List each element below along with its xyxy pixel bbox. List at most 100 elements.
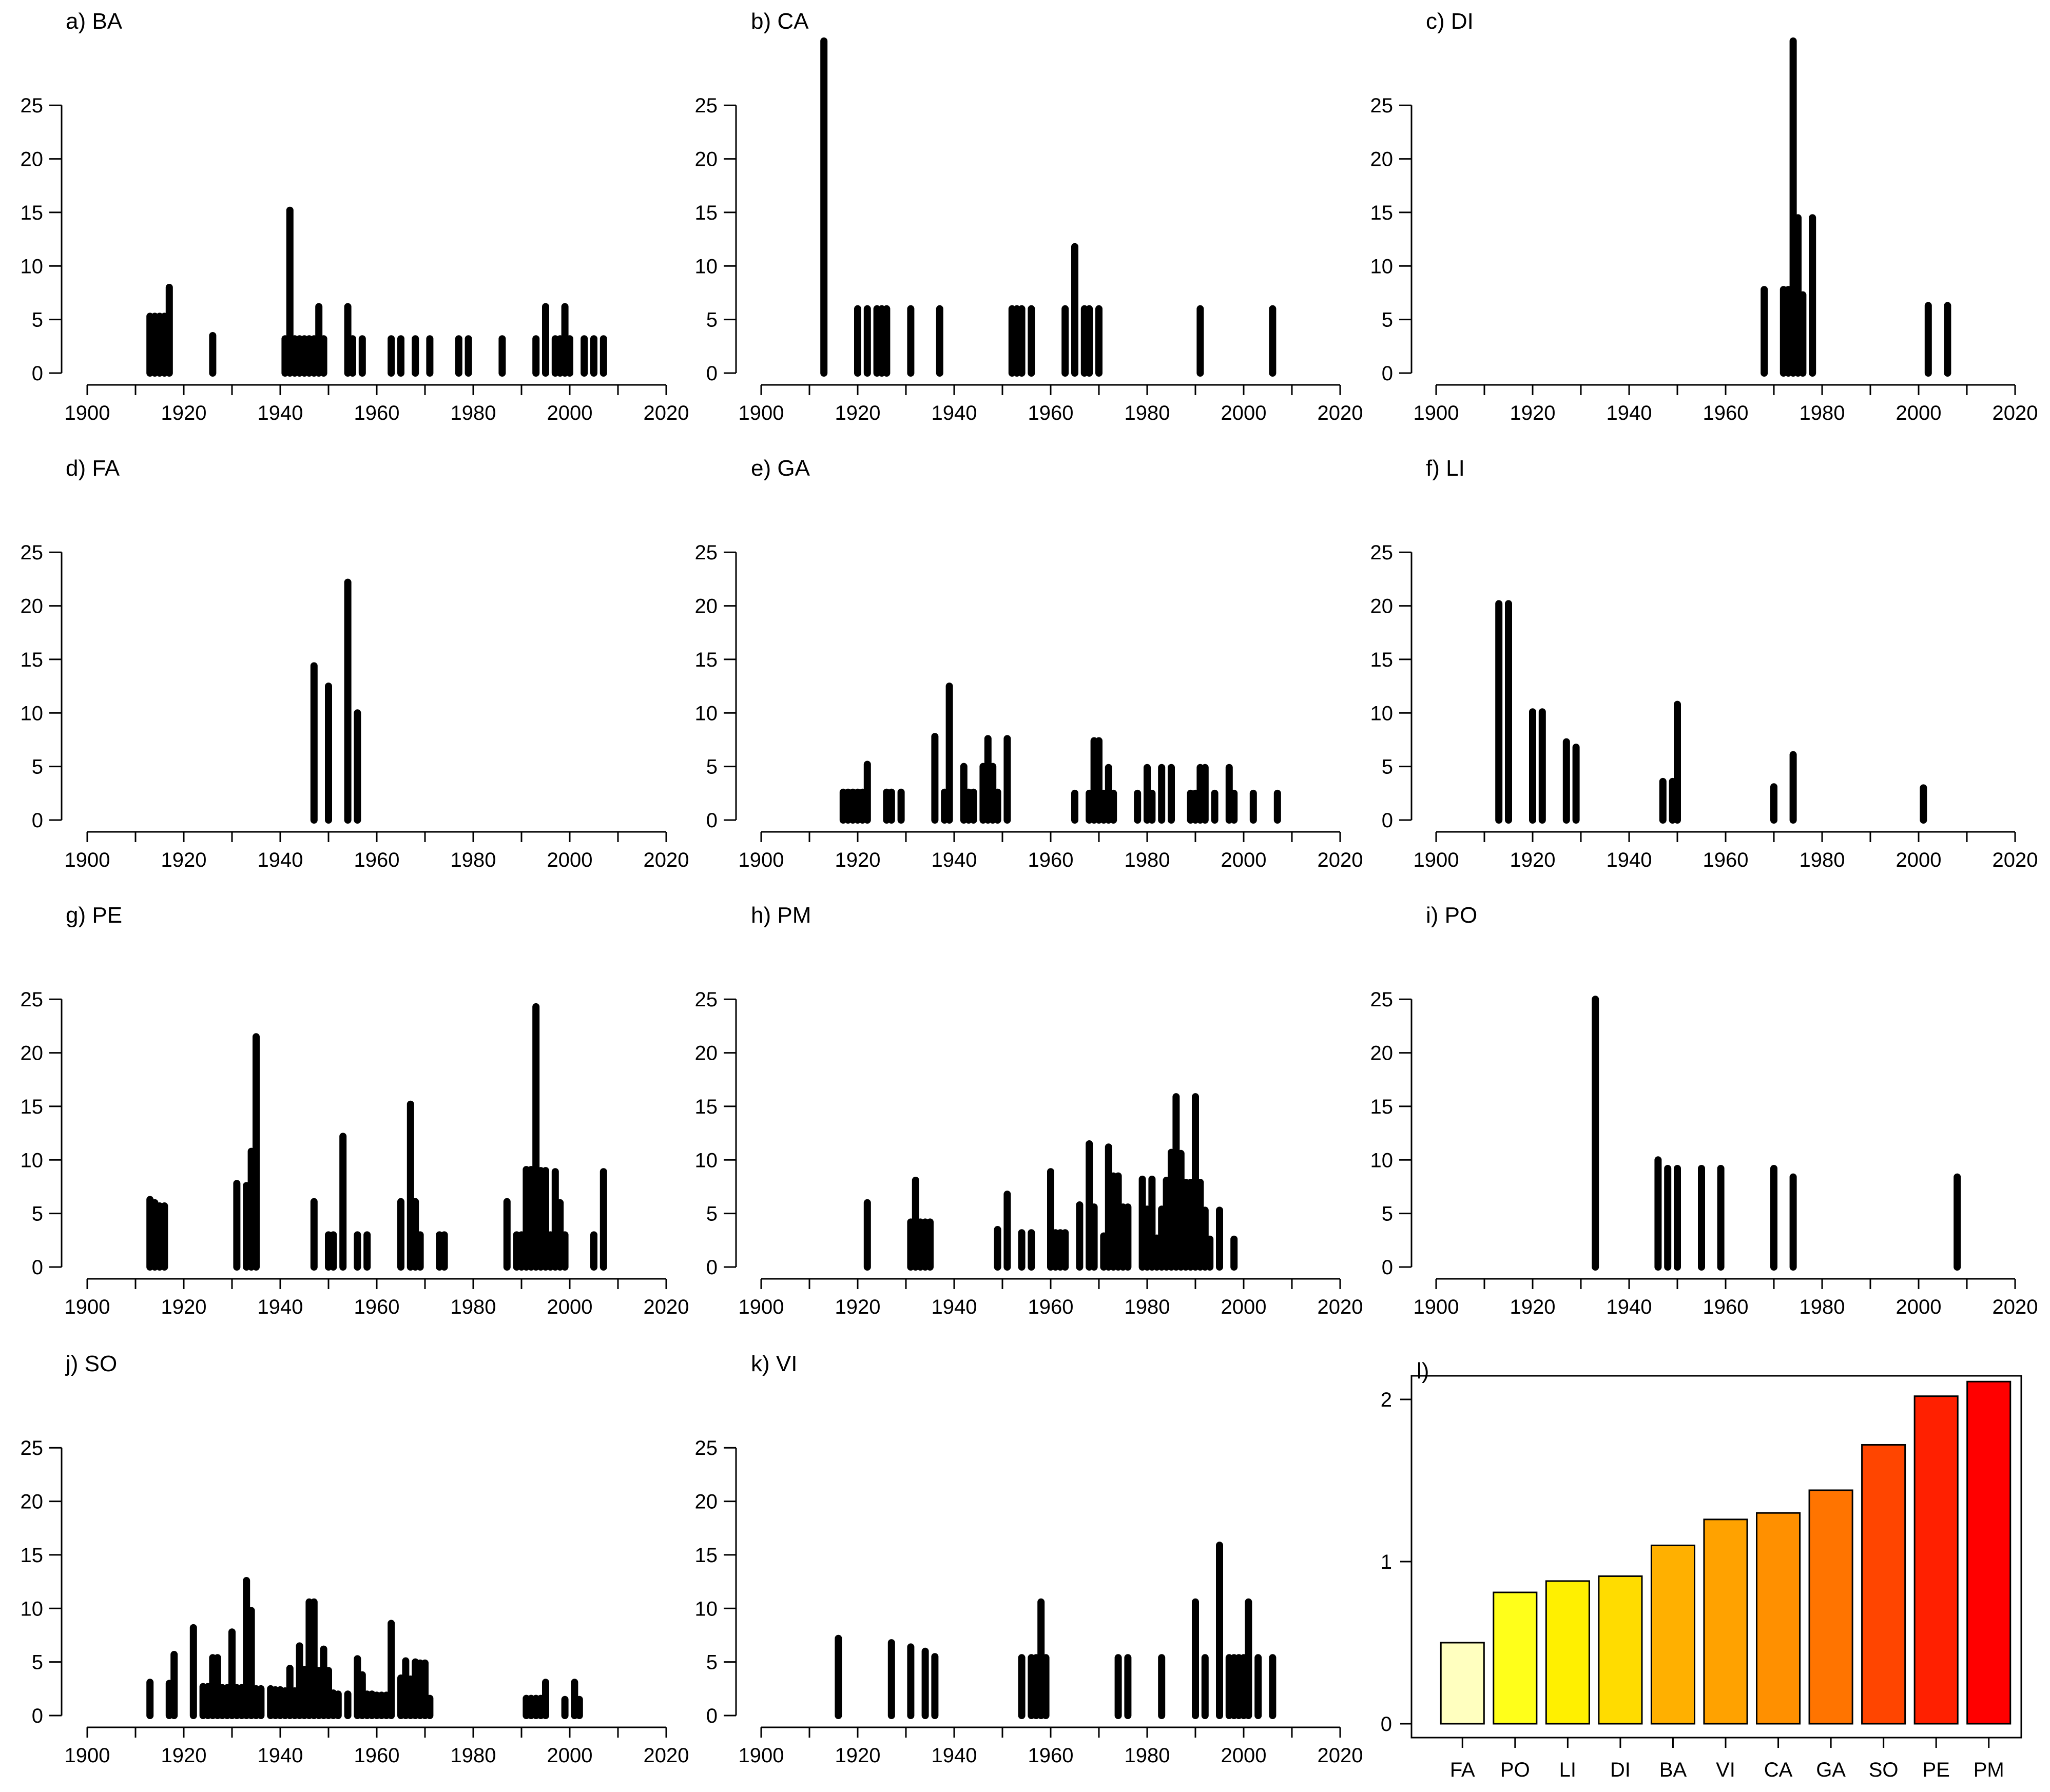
panel-k: k) VI 0 5 10 15 20 25 1900 1920 1940 1960 1980 2000 2…: [695, 1351, 1363, 1767]
category-label: DI: [1610, 1759, 1631, 1781]
y-tick-label: 0: [1382, 1256, 1393, 1279]
y-tick-label: 0: [1381, 1713, 1392, 1736]
x-tick-label: 1960: [1028, 1296, 1074, 1318]
panel-title: c) DI: [1426, 9, 1474, 34]
y-tick-label: 15: [695, 202, 718, 224]
bar-po: [1493, 1591, 1538, 1725]
x-tick-label: 2020: [1993, 1296, 2038, 1318]
y-tick-label: 0: [706, 362, 718, 385]
bar-fa: [1440, 1642, 1485, 1725]
x-tick-label: 2020: [1318, 849, 1363, 871]
y-tick-label: 25: [695, 1437, 718, 1459]
x-tick-label: 1980: [1800, 849, 1845, 871]
x-tick-label: 1920: [835, 1744, 881, 1767]
y-tick-label: 0: [32, 809, 43, 832]
category-label: LI: [1559, 1759, 1576, 1781]
y-tick-label: 10: [21, 702, 44, 725]
y-tick-label: 5: [1382, 756, 1393, 778]
x-tick-label: 1960: [354, 849, 400, 871]
y-tick-label: 10: [1370, 702, 1394, 725]
y-tick-label: 5: [32, 1651, 43, 1674]
x-tick-label: 1940: [258, 849, 303, 871]
y-tick-label: 20: [1370, 148, 1394, 171]
x-tick-label: 1940: [258, 1296, 303, 1318]
x-tick-label: 1920: [835, 1296, 881, 1318]
x-tick-label: 1900: [739, 402, 784, 424]
y-tick-label: 5: [1382, 1203, 1393, 1225]
x-tick-label: 1980: [451, 402, 496, 424]
y-tick-label: 0: [32, 362, 43, 385]
panel-title: g) PE: [66, 903, 122, 928]
panel-g: g) PE 0 5 10 15 20 25 1900 1920 1940 1960 1980 2000 2…: [21, 903, 689, 1318]
x-tick-label: 1940: [1607, 1296, 1652, 1318]
y-tick-label: 10: [1370, 1149, 1394, 1172]
x-tick-label: 1900: [1414, 849, 1459, 871]
x-tick-label: 2020: [1993, 849, 2038, 871]
y-tick-label: 10: [21, 1149, 44, 1172]
panel-title: a) BA: [66, 9, 123, 34]
x-tick-label: 1960: [1703, 402, 1749, 424]
panel-h: h) PM 0 5 10 15 20 25 1900 1920 1940 1960 1980 2000 2…: [695, 903, 1363, 1318]
y-tick-label: 20: [21, 1042, 44, 1065]
panel-title: b) CA: [751, 9, 809, 34]
y-tick-label: 20: [21, 1491, 44, 1513]
y-tick-label: 20: [21, 595, 44, 618]
y-tick-label: 25: [21, 1437, 44, 1459]
x-tick-label: 1960: [1028, 849, 1074, 871]
x-tick-label: 2020: [644, 402, 689, 424]
x-tick-label: 1920: [1510, 849, 1556, 871]
y-tick-label: 15: [1370, 202, 1394, 224]
y-tick-label: 15: [695, 1544, 718, 1567]
x-tick-label: 1980: [1800, 402, 1845, 424]
x-tick-label: 1900: [65, 1296, 110, 1318]
panel-b: b) CA 0 5 10 15 20 25 1900 1920 1940 1960 1980 2000 2…: [695, 9, 1363, 424]
y-tick-label: 25: [21, 988, 44, 1011]
y-tick-label: 0: [1382, 362, 1393, 385]
y-tick-label: 10: [695, 702, 718, 725]
x-tick-label: 1920: [1510, 1296, 1556, 1318]
x-tick-label: 1960: [1703, 849, 1749, 871]
y-tick-label: 15: [695, 1096, 718, 1118]
y-tick-label: 25: [21, 541, 44, 564]
category-label: BA: [1659, 1759, 1687, 1781]
x-tick-label: 1960: [354, 402, 400, 424]
x-tick-label: 1940: [932, 849, 977, 871]
x-tick-label: 1960: [1703, 1296, 1749, 1318]
panel-title: h) PM: [751, 903, 811, 928]
y-tick-label: 10: [695, 1598, 718, 1620]
y-tick-label: 0: [706, 1256, 718, 1279]
x-tick-label: 2020: [1318, 1296, 1363, 1318]
y-tick-label: 5: [706, 1203, 718, 1225]
x-tick-label: 1980: [1125, 1744, 1170, 1767]
x-tick-label: 2020: [644, 849, 689, 871]
y-tick-label: 0: [706, 809, 718, 832]
category-label: PE: [1923, 1759, 1950, 1781]
panel-j: j) SO 0 5 10 15 20 25 1900 1920 1940 1960 1980 2000 2…: [21, 1351, 689, 1767]
x-tick-label: 1920: [161, 402, 207, 424]
x-tick-label: 2000: [1221, 849, 1267, 871]
y-tick-label: 0: [32, 1256, 43, 1279]
bar-so: [1861, 1444, 1906, 1725]
x-tick-label: 1980: [1800, 1296, 1845, 1318]
category-label: SO: [1869, 1759, 1899, 1781]
y-tick-label: 25: [695, 988, 718, 1011]
x-tick-label: 2020: [1318, 402, 1363, 424]
bar-ga: [1808, 1489, 1853, 1725]
x-tick-label: 1980: [1125, 1296, 1170, 1318]
x-tick-label: 1960: [354, 1744, 400, 1767]
x-tick-label: 1980: [451, 1744, 496, 1767]
bar-ba: [1650, 1544, 1695, 1725]
x-tick-label: 1940: [258, 402, 303, 424]
bar-di: [1598, 1575, 1643, 1725]
x-tick-label: 1980: [451, 1296, 496, 1318]
x-tick-label: 1920: [835, 402, 881, 424]
bar-pm: [1966, 1380, 2012, 1725]
panel-c: c) DI 0 5 10 15 20 25 1900 1920 1940 1960 1980 2000 2…: [1370, 9, 2038, 424]
x-tick-label: 1920: [835, 849, 881, 871]
y-tick-label: 20: [695, 148, 718, 171]
x-tick-label: 2020: [1993, 402, 2038, 424]
x-tick-label: 1900: [739, 849, 784, 871]
x-tick-label: 1900: [1414, 1296, 1459, 1318]
x-tick-label: 1980: [1125, 849, 1170, 871]
x-tick-label: 2000: [1221, 1296, 1267, 1318]
